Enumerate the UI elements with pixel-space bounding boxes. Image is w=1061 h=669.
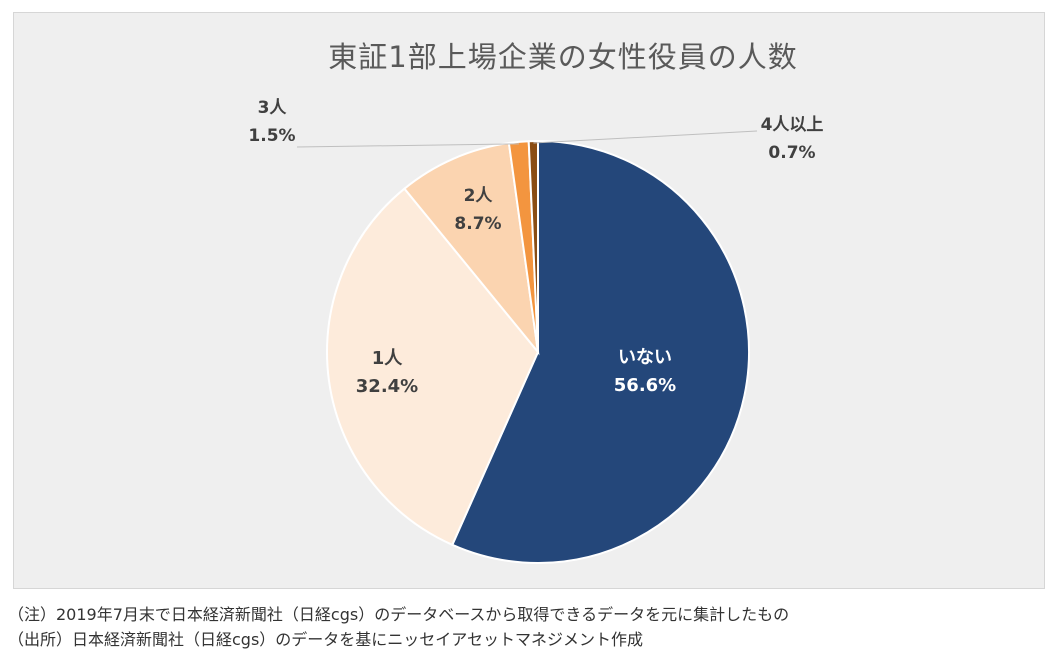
pie-slice-5 [527, 139, 539, 353]
slice-value-4: 1.5% [248, 126, 295, 146]
source-text: （出所）日本経済新聞社（日経cgs）のデータを基にニッセイアセットマネジメント作… [8, 630, 643, 649]
slice-label-4: 3人 [258, 98, 288, 118]
slice-label-3: 2人 [464, 186, 494, 206]
footnotes: （注）2019年7月末で日本経済新聞社（日経cgs）のデータベースから取得できる… [8, 602, 789, 652]
slice-label-5: 4人以上 [761, 115, 824, 135]
pie-slice-2 [326, 187, 540, 547]
slice-label-1: いない [618, 347, 672, 368]
leader-lines [296, 130, 758, 148]
slice-value-5: 0.7% [768, 143, 815, 163]
leader-line-4 [296, 143, 519, 148]
slice-value-2: 32.4% [356, 376, 418, 397]
slice-value-1: 56.6% [614, 375, 676, 396]
pie-slice-1 [450, 139, 750, 564]
slice-label-2: 1人 [372, 348, 404, 369]
leader-line-5 [533, 130, 758, 144]
note-text: （注）2019年7月末で日本経済新聞社（日経cgs）のデータベースから取得できる… [8, 605, 790, 624]
chart-title: 東証1部上場企業の女性役員の人数 [328, 40, 798, 74]
pie-slices [326, 139, 750, 564]
data-labels: いない 56.6% 1人 32.4% 2人 8.7% 3人 1.5% 4人以上 0.7% [248, 98, 823, 397]
slice-value-3: 8.7% [454, 214, 501, 234]
pie-chart: いない 56.6% 1人 32.4% 2人 8.7% 3人 1.5% 4人以上 0.7% [248, 98, 823, 564]
